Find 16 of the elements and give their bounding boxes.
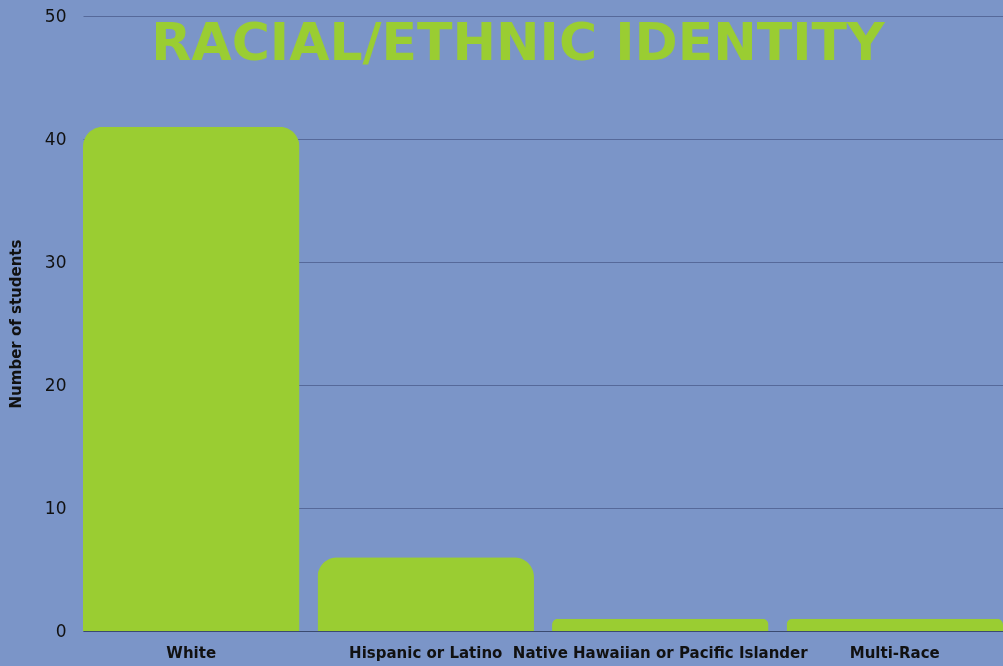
chart-title: RACIAL/ETHNIC IDENTITY bbox=[151, 12, 886, 72]
x-tick-label: White bbox=[166, 643, 217, 662]
y-tick-label: 30 bbox=[44, 251, 67, 272]
y-tick-label: 40 bbox=[44, 128, 67, 149]
y-tick-label: 20 bbox=[44, 374, 67, 395]
x-tick-label: Multi-Race bbox=[849, 643, 940, 662]
y-tick-label: 10 bbox=[44, 497, 67, 518]
x-tick-label: Native Hawaiian or Pacific Islander bbox=[512, 643, 809, 662]
bar bbox=[552, 618, 769, 631]
y-axis-title: Number of students bbox=[6, 239, 25, 409]
bar bbox=[317, 557, 534, 631]
y-tick-label: 50 bbox=[44, 5, 67, 26]
bar bbox=[83, 126, 300, 631]
y-tick-label: 0 bbox=[55, 620, 67, 641]
bar bbox=[786, 618, 1003, 631]
x-tick-label: Hispanic or Latino bbox=[349, 643, 503, 662]
